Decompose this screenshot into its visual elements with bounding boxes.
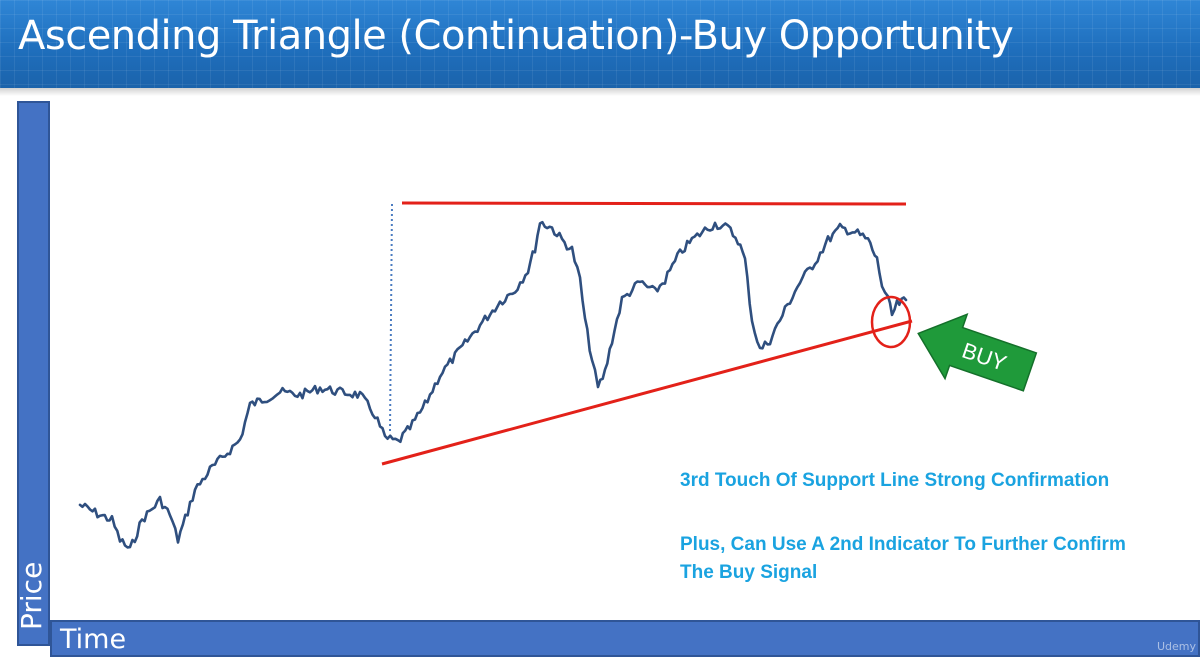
price-axis-label: Price [14, 561, 48, 630]
price-line [78, 220, 908, 549]
title-pattern [0, 0, 1200, 88]
note-second-indicator: Plus, Can Use A 2nd Indicator To Further… [680, 534, 1126, 555]
page-title: Ascending Triangle (Continuation)-Buy Op… [18, 13, 1014, 59]
note-buy-signal: The Buy Signal [680, 562, 818, 583]
udemy-watermark: Udemy [1157, 640, 1197, 653]
support-line [381, 319, 913, 466]
price-axis: Price [14, 101, 50, 646]
resistance-line [401, 201, 907, 206]
title-bar: Ascending Triangle (Continuation)-Buy Op… [0, 0, 1200, 88]
note-third-touch: 3rd Touch Of Support Line Strong Confirm… [680, 470, 1110, 491]
time-axis: Time [50, 620, 1200, 657]
pattern-start-marker [389, 203, 393, 433]
time-axis-label: Time [60, 624, 127, 655]
title-shadow [0, 88, 1200, 96]
buy-arrow: BUY [917, 313, 1038, 392]
third-touch-circle [870, 295, 912, 349]
